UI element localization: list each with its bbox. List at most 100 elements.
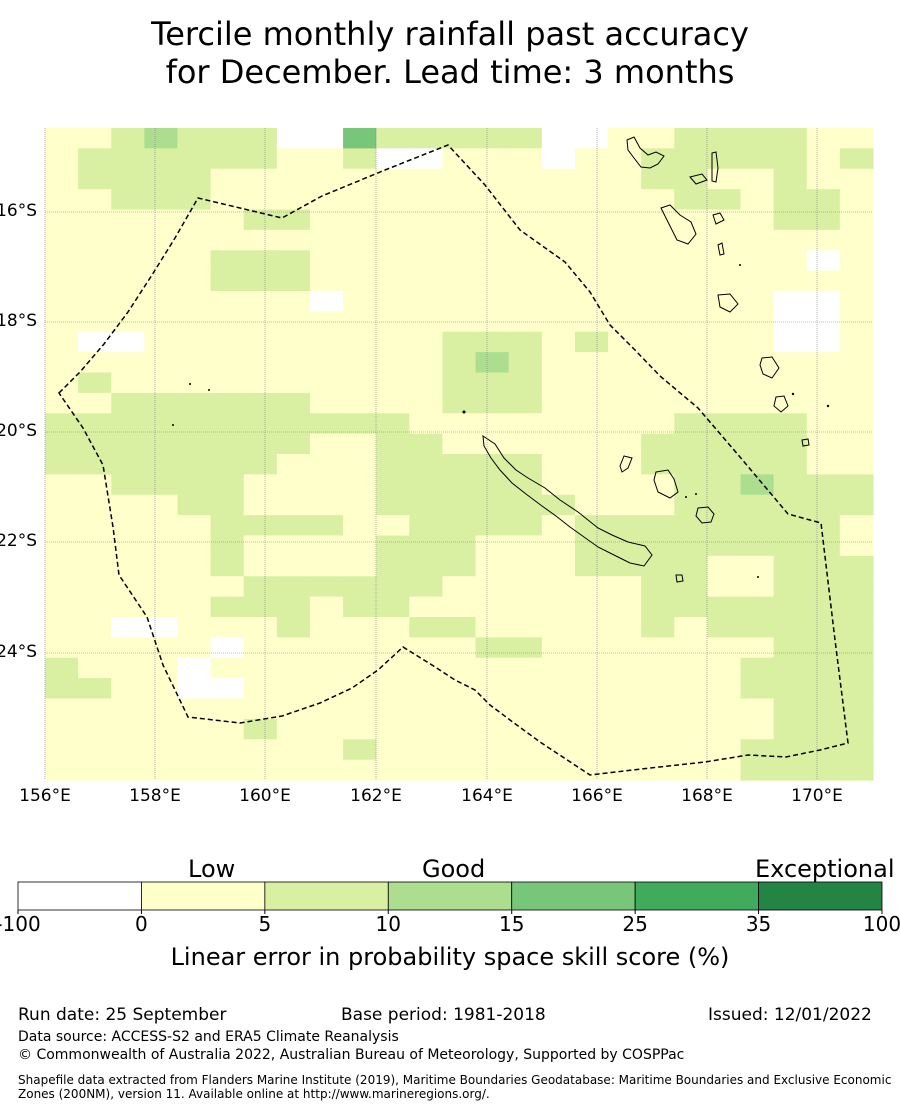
grid-cell — [839, 168, 874, 190]
grid-cell — [641, 250, 675, 272]
grid-cell — [674, 555, 708, 577]
grid-cell — [177, 698, 212, 720]
grid-cell — [343, 229, 377, 251]
grid-cell — [839, 515, 874, 537]
grid-cell — [45, 352, 79, 374]
grid-cell — [144, 372, 179, 394]
grid-cell — [475, 657, 510, 679]
grid-cell — [309, 759, 344, 781]
grid-cell — [78, 291, 112, 312]
grid-cell — [674, 698, 708, 720]
grid-cell — [608, 555, 642, 577]
grid-cell — [111, 637, 145, 659]
grid-cell — [641, 392, 675, 414]
grid-cell — [508, 229, 543, 251]
grid-cell — [45, 392, 79, 414]
coastlines — [482, 136, 810, 583]
grid-cell — [839, 291, 874, 312]
grid-cell — [243, 494, 278, 516]
grid-cell — [806, 128, 841, 149]
longitude-label: 164°E — [461, 786, 513, 806]
grid-cell — [276, 168, 311, 190]
grid-cell — [309, 657, 344, 679]
grid-cell — [707, 555, 742, 577]
grid-cell — [177, 148, 212, 170]
grid-cell — [442, 555, 477, 577]
grid-cell — [707, 250, 742, 272]
grid-cell — [475, 311, 510, 333]
grid-cell — [144, 515, 179, 537]
grid-cell — [707, 291, 742, 312]
grid-cell — [409, 128, 444, 149]
grid-cell — [111, 494, 145, 516]
grid-cell — [442, 739, 477, 761]
grid-cell — [409, 372, 444, 394]
grid-cell — [674, 331, 708, 353]
grid-cell — [508, 657, 543, 679]
colorbar-segment — [511, 881, 636, 911]
grid-cell — [111, 372, 145, 394]
grid-cell — [309, 454, 344, 475]
grid-cell — [641, 535, 675, 557]
grid-cell — [641, 678, 675, 700]
grid-cell — [475, 698, 510, 720]
grid-cell — [707, 352, 742, 374]
grid-cell — [210, 535, 245, 557]
vanuatu-ambrym — [712, 212, 725, 225]
grid-cell — [773, 209, 808, 231]
grid-cell — [442, 474, 477, 496]
grid-cell — [276, 189, 311, 211]
grid-cell — [177, 128, 212, 149]
grid-cell — [210, 759, 245, 781]
grid-cell — [376, 698, 410, 720]
grid-cell — [78, 189, 112, 211]
grid-cell — [707, 128, 742, 149]
grid-cell — [45, 372, 79, 394]
grid-cell — [740, 291, 775, 312]
grid-cell — [740, 352, 775, 374]
grid-cell — [641, 596, 675, 618]
grid-cell — [210, 352, 245, 374]
grid-cell — [309, 637, 344, 659]
grid-cell — [376, 739, 410, 761]
colorbar-segment — [387, 881, 513, 911]
grid-cell — [210, 637, 245, 659]
colorbar-tick-label: 10 — [375, 912, 402, 936]
grid-cell — [839, 739, 874, 761]
grid-cell — [773, 454, 808, 475]
grid-cell — [674, 535, 708, 557]
grid-cell — [177, 250, 212, 272]
grid-cell — [78, 331, 112, 353]
latitude-label: 24°S — [0, 642, 37, 662]
grid-cell — [475, 189, 510, 211]
grid-cell — [674, 474, 708, 496]
grid-cell — [674, 494, 708, 516]
grid-cell — [442, 270, 477, 292]
grid-cell — [144, 576, 179, 598]
grid-cell — [608, 494, 642, 516]
grid-cell — [144, 352, 179, 374]
grid-cell — [144, 535, 179, 557]
colorbar-heading-exceptional: Exceptional — [755, 855, 895, 883]
loyalty-island-ouvea — [619, 455, 633, 473]
grid-cell — [740, 739, 775, 761]
grid-cell — [243, 168, 278, 190]
colorbar-heading-good: Good — [422, 855, 486, 883]
colorbar-tick-label: 100 — [862, 912, 900, 936]
grid-cell — [78, 535, 112, 557]
grid-cell — [508, 413, 543, 435]
grid-cell — [806, 392, 841, 414]
grid-cell — [707, 331, 742, 353]
grid-cell — [243, 759, 278, 781]
grid-cell — [309, 270, 344, 292]
grid-cell — [309, 331, 344, 353]
grid-cell — [773, 739, 808, 761]
grid-cell — [78, 148, 112, 170]
grid-cell — [144, 168, 179, 190]
grid-cell — [740, 433, 775, 455]
grid-cell — [45, 433, 79, 455]
grid-cell — [707, 413, 742, 435]
grid-cell — [773, 494, 808, 516]
grid-cell — [309, 698, 344, 720]
grid-cell — [773, 148, 808, 170]
